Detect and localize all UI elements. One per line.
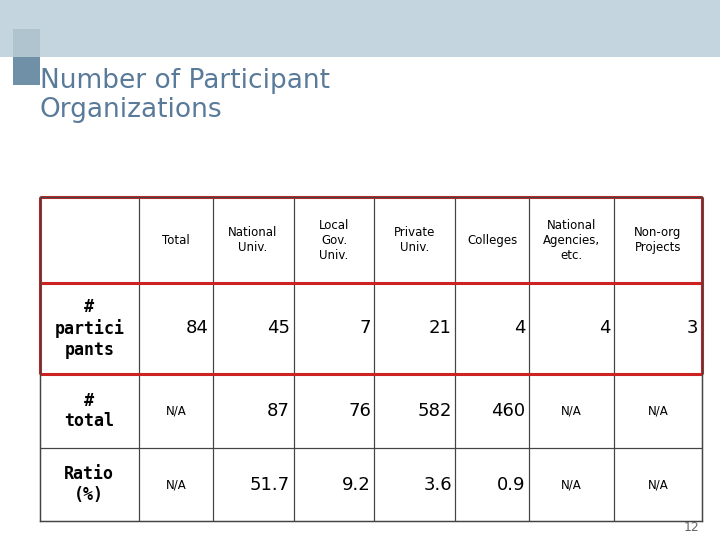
Text: 51.7: 51.7 <box>250 476 290 494</box>
Text: N/A: N/A <box>647 478 668 491</box>
Text: Ratio
(%): Ratio (%) <box>64 465 114 504</box>
Text: Total: Total <box>162 233 189 247</box>
Text: Organizations: Organizations <box>40 97 222 123</box>
Text: #
partici
pants: # partici pants <box>54 298 125 359</box>
Text: 3: 3 <box>687 319 698 338</box>
Text: N/A: N/A <box>561 478 582 491</box>
Text: 0.9: 0.9 <box>497 476 526 494</box>
Text: 3.6: 3.6 <box>423 476 452 494</box>
Text: 460: 460 <box>491 402 526 420</box>
Text: 12: 12 <box>684 521 700 534</box>
Text: Colleges: Colleges <box>467 233 518 247</box>
Text: N/A: N/A <box>647 404 668 417</box>
Text: 21: 21 <box>429 319 452 338</box>
Text: 87: 87 <box>267 402 290 420</box>
Text: N/A: N/A <box>166 478 186 491</box>
Text: Local
Gov.
Univ.: Local Gov. Univ. <box>319 219 349 261</box>
Text: 45: 45 <box>267 319 290 338</box>
Text: N/A: N/A <box>561 404 582 417</box>
Text: #
total: # total <box>64 392 114 430</box>
Text: National
Univ.: National Univ. <box>228 226 278 254</box>
Text: 4: 4 <box>598 319 610 338</box>
Text: National
Agencies,
etc.: National Agencies, etc. <box>543 219 600 261</box>
Text: 9.2: 9.2 <box>342 476 371 494</box>
Text: 582: 582 <box>418 402 452 420</box>
Text: Private
Univ.: Private Univ. <box>395 226 436 254</box>
Text: 7: 7 <box>359 319 371 338</box>
Text: Number of Participant: Number of Participant <box>40 68 330 93</box>
Text: Non-org
Projects: Non-org Projects <box>634 226 682 254</box>
Text: 76: 76 <box>348 402 371 420</box>
Text: N/A: N/A <box>166 404 186 417</box>
Text: 84: 84 <box>186 319 209 338</box>
Text: 4: 4 <box>514 319 526 338</box>
